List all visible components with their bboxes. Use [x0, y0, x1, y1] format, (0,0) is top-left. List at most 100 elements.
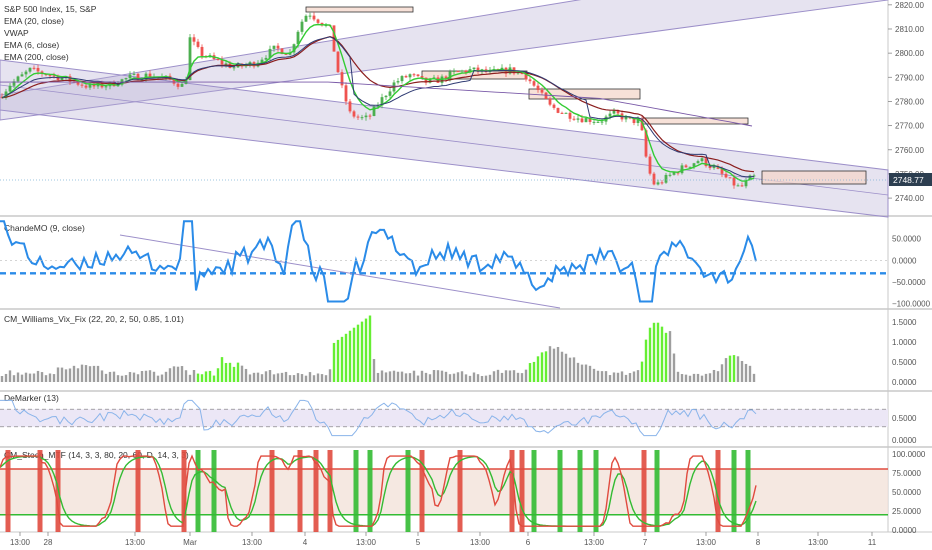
vix-bar — [452, 373, 456, 382]
candle-body — [92, 84, 96, 87]
vix-bar — [736, 356, 740, 382]
candle-body — [672, 172, 676, 175]
candle-body — [692, 163, 696, 167]
candle-body — [736, 185, 740, 187]
vix-bar — [424, 372, 428, 382]
candle-body — [456, 70, 460, 72]
vix-bar — [84, 365, 88, 382]
candle-body — [232, 67, 236, 69]
candle-body — [16, 76, 20, 82]
price-tick-label: 2770.00 — [895, 122, 924, 131]
candle-body — [680, 165, 684, 174]
vix-bar — [288, 375, 292, 382]
vix-bar — [636, 370, 640, 382]
vix-bar — [228, 362, 232, 382]
vix-bar — [156, 375, 160, 382]
vix-bar — [532, 361, 536, 382]
candle-body — [576, 118, 580, 120]
vix-bar — [292, 375, 296, 382]
time-tick-label: 5 — [416, 538, 421, 547]
vix-bar — [640, 361, 644, 382]
price-tick-label: 2810.00 — [895, 25, 924, 34]
candle-body — [180, 83, 184, 87]
legend-vwap: VWAP — [4, 28, 29, 38]
time-tick-label: 13:00 — [584, 538, 605, 547]
candle-body — [548, 98, 552, 105]
vix-bar — [408, 373, 412, 382]
price-pane[interactable] — [0, 0, 889, 218]
vix-bar — [684, 374, 688, 382]
legend-ema20: EMA (20, close) — [4, 16, 64, 26]
price-tick-label: 2760.00 — [895, 146, 924, 155]
vix-bar — [56, 367, 60, 382]
candle-body — [304, 15, 308, 22]
candle-body — [412, 74, 416, 76]
candle-body — [560, 112, 564, 114]
candle-body — [336, 51, 340, 73]
vix-bar — [8, 370, 12, 382]
demarker-pane[interactable]: DeMarker (13) 0.0000 0.5000 — [0, 393, 917, 445]
vix-bar — [168, 368, 172, 382]
candle-body — [416, 74, 420, 77]
stoch-signal-bar — [509, 450, 515, 532]
vix-bar — [492, 371, 496, 382]
vix-bar — [404, 373, 408, 382]
vix-bar — [304, 375, 308, 382]
candle-body — [128, 74, 132, 79]
vixfix-pane[interactable]: CM_Williams_Vix_Fix (22, 20, 2, 50, 0.85… — [0, 314, 917, 387]
vix-bar — [428, 374, 432, 382]
candle-body — [88, 84, 92, 88]
vix-bar — [256, 372, 260, 382]
vix-bar — [628, 373, 632, 382]
vix-bar — [560, 351, 564, 382]
cmo-tick-label: 50.0000 — [892, 235, 921, 244]
vix-bar — [204, 371, 208, 382]
vix-bar — [752, 373, 756, 382]
candle-body — [428, 78, 432, 83]
time-tick-label: 4 — [303, 538, 308, 547]
stoch-pane[interactable]: CM_Stoch_MTF (14, 3, 3, 80, 20, 60, D, 1… — [0, 450, 926, 535]
stoch-d-line — [0, 455, 757, 527]
vix-bar — [720, 364, 724, 382]
vix-bar — [92, 365, 96, 382]
vix-bar — [40, 372, 44, 382]
candle-body — [624, 116, 628, 120]
vix-bar — [180, 366, 184, 382]
stoch-tick-label: 100.0000 — [892, 450, 926, 459]
channel-midline — [0, 84, 889, 196]
vix-bar — [544, 351, 548, 382]
candle-body — [588, 118, 592, 122]
vix-bar — [448, 374, 452, 382]
candle-body — [592, 121, 596, 123]
candle-body — [60, 77, 64, 81]
vix-bar — [440, 370, 444, 382]
vix-bar — [116, 375, 120, 382]
vix-bar — [96, 365, 100, 382]
vix-bar — [596, 370, 600, 382]
vix-bar — [592, 368, 596, 382]
vix-bar — [604, 371, 608, 382]
vix-bar — [396, 371, 400, 382]
legend: S&P 500 Index, 15, S&P EMA (20, close) V… — [4, 4, 97, 62]
candle-body — [656, 182, 660, 185]
vix-bar — [152, 371, 156, 382]
candle-body — [544, 92, 548, 99]
candle-body — [344, 85, 348, 102]
vix-bar — [120, 375, 124, 382]
chandemo-pane[interactable]: ChandeMO (9, close) 50.0000 0.0000 −50.000… — [0, 220, 931, 309]
candle-body — [636, 118, 640, 123]
candle-body — [20, 74, 24, 77]
candle-body — [684, 165, 688, 168]
candle-body — [48, 75, 52, 77]
candle-body — [644, 130, 648, 157]
candle-body — [568, 112, 572, 119]
candle-body — [476, 67, 480, 72]
vix-bar — [60, 367, 64, 382]
stoch-signal-bar — [745, 450, 751, 532]
vix-bar — [584, 364, 588, 382]
vix-bar — [132, 372, 136, 382]
time-axis[interactable]: 13:00 28 13:00 Mar 13:00 4 13:00 5 13:00 6 13:00 7 1… — [10, 532, 877, 547]
candle-body — [372, 106, 376, 117]
vix-bar — [48, 373, 52, 382]
